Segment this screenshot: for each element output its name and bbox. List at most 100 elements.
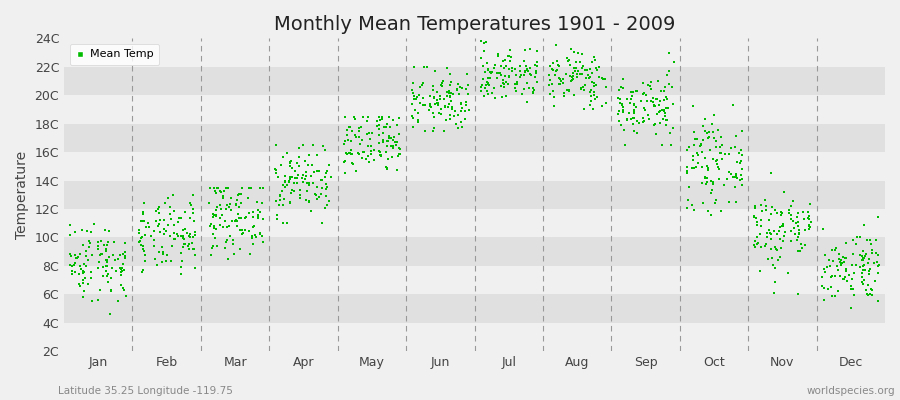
Point (709, 144, 724, 150)
Point (351, 150, 365, 156)
Point (213, 215, 228, 221)
Point (864, 292, 878, 298)
Point (648, 103, 662, 109)
Point (666, 125, 680, 131)
Point (724, 171, 738, 177)
Point (320, 170, 334, 176)
Point (644, 79, 658, 86)
Point (374, 152, 388, 159)
Point (427, 128, 441, 134)
Point (582, 74, 597, 80)
Point (630, 88, 644, 95)
Point (174, 271, 188, 278)
Point (569, 58, 583, 65)
Point (228, 218, 242, 224)
Point (584, 78, 598, 85)
Point (144, 233, 158, 240)
Point (381, 165, 395, 172)
Point (243, 184, 257, 191)
Point (206, 231, 220, 237)
Point (493, 72, 508, 78)
Point (412, 84, 427, 90)
Point (501, 53, 516, 59)
Point (77, 288, 92, 294)
Point (165, 243, 179, 250)
Point (707, 111, 722, 118)
Point (687, 142, 701, 149)
Point (652, 102, 666, 108)
Point (703, 146, 717, 153)
Point (176, 244, 191, 250)
Point (273, 192, 287, 199)
Point (543, 62, 557, 69)
Point (552, 63, 566, 70)
Point (171, 233, 185, 239)
Point (855, 252, 869, 259)
Point (648, 103, 662, 110)
Point (796, 209, 810, 215)
Point (680, 164, 695, 170)
Point (562, 86, 576, 93)
Point (76, 270, 91, 276)
Point (224, 218, 238, 224)
Point (230, 192, 245, 198)
Point (439, 117, 454, 124)
Point (641, 82, 655, 88)
Title: Monthly Mean Temperatures 1901 - 2009: Monthly Mean Temperatures 1901 - 2009 (274, 15, 675, 34)
Point (343, 124, 357, 130)
Point (847, 292, 861, 298)
Point (183, 230, 197, 237)
Point (733, 160, 747, 166)
Point (497, 84, 511, 90)
Point (380, 165, 394, 171)
Point (231, 211, 246, 217)
Point (502, 57, 517, 64)
Point (390, 167, 404, 174)
Point (269, 216, 284, 222)
Point (373, 152, 387, 158)
Point (565, 77, 580, 84)
Point (734, 152, 749, 159)
Point (208, 188, 222, 194)
Point (185, 234, 200, 240)
Point (233, 214, 248, 221)
Point (562, 72, 577, 79)
Point (218, 244, 232, 251)
Point (522, 84, 536, 91)
Point (109, 268, 123, 274)
Point (500, 80, 515, 87)
Bar (64, 95, 885, 124)
Point (546, 67, 561, 74)
Point (641, 112, 655, 118)
Point (870, 270, 885, 276)
Point (528, 62, 543, 68)
Point (433, 93, 447, 99)
Point (362, 130, 376, 137)
Point (612, 96, 626, 102)
Point (859, 251, 873, 258)
Point (499, 93, 513, 100)
Point (773, 224, 788, 230)
Point (759, 203, 773, 210)
Point (451, 125, 465, 131)
Point (433, 96, 447, 102)
Point (868, 277, 882, 284)
Point (832, 251, 846, 258)
Point (408, 107, 422, 113)
Point (445, 97, 459, 104)
Point (295, 142, 310, 148)
Point (176, 235, 191, 241)
Point (372, 132, 386, 139)
Point (591, 64, 606, 70)
Point (578, 67, 592, 73)
Point (163, 210, 177, 217)
Point (409, 96, 423, 102)
Point (777, 221, 791, 228)
Point (355, 155, 369, 161)
Point (700, 179, 715, 186)
Point (100, 259, 114, 266)
Point (76, 268, 91, 274)
Point (753, 244, 768, 250)
Point (302, 199, 316, 206)
Point (546, 94, 561, 100)
